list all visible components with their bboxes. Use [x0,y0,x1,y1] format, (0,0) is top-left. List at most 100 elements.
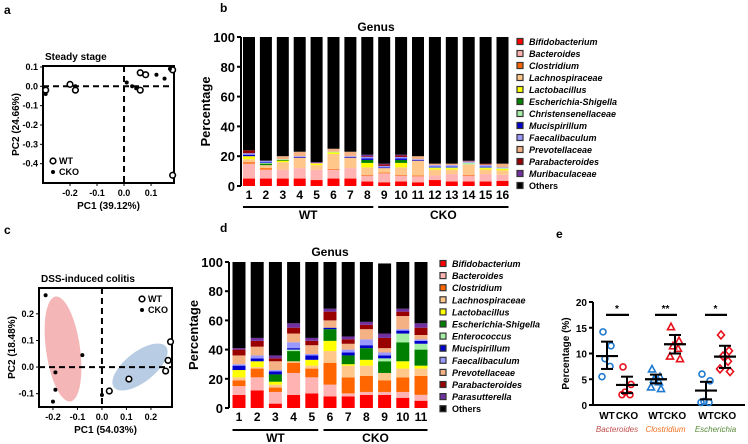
bar-segment-bifidobacterium [359,394,373,408]
bar-segment-bifidobacterium [378,394,392,408]
bar-segment-faecalibaculum [359,339,373,346]
legend-label: Lachnospiraceae [529,73,603,83]
y-tick-label: 20 [576,298,588,309]
y-tick-label: 0.1 [25,62,38,72]
x-tick-label: 6 [330,188,337,202]
bar-segment-clostridium [462,174,475,176]
bar-segment-bacteroides [378,391,392,395]
chart-title: Steady stage [45,52,107,63]
bar-segment-faecalibaculum [344,156,357,157]
bar-segment-christensenellaceae [462,162,475,165]
bar-segment-lactobacillus [232,370,246,378]
bar-segment-clostridium [361,174,374,176]
pca-plot-c [36,287,175,410]
stacked-bar-chart-b [237,36,524,208]
legend-label: Muribaculaceae [529,169,597,179]
bar-segment-lactobacillus [414,365,428,369]
bar-segment-prevotellaceae [293,151,306,157]
legend-label: Bacteroides [452,271,504,281]
bar-segment-faecalibaculum [268,370,282,372]
bar-segment-faecalibaculum [414,339,428,341]
bar-segment-lactobacillus [428,168,441,170]
bar-segment-bifidobacterium [462,181,475,186]
legend-label: CKO [148,305,168,315]
bar-segment-bacteroides [305,377,319,394]
bar-segment-parasutterella [287,323,301,328]
bar-segment-mucispirillum [445,166,458,168]
bar-segment-faecalibaculum [396,329,410,331]
bar-segment-prevotellaceae [462,161,475,163]
legend-swatch [516,73,524,82]
bar-segment-bifidobacterium [414,400,428,408]
bar-segment-mucispirillum [361,158,374,160]
bar-segment-prevotellaceae [305,345,319,354]
x-tick-label: 2 [263,188,270,202]
bar-segment-bifidobacterium [323,396,337,408]
y-tick-label: 0.2 [21,309,34,319]
bar-segment-clostridium [305,368,319,378]
data-point [618,390,626,399]
bar-segment-prevotellaceae [276,156,289,160]
bar-segment-prevotellaceae [428,163,441,166]
bar-segment-mucispirillum [287,348,301,350]
x-tick-label: 10 [396,410,410,424]
bar-segment-escherichia-shigella [414,349,428,366]
bar-segment-lachnospiraceae [323,351,337,363]
bar-segment-parabacteroides [305,340,319,346]
x-tick-label: 0.1 [120,412,133,422]
x-tick-label: 9 [381,188,388,202]
y-tick-label: 0 [581,401,587,412]
x-tick-label: 5 [313,188,320,202]
bar-segment-bacteroides [250,377,264,391]
bar-segment-lactobacillus [323,340,337,352]
data-point [715,363,725,375]
bar-segment-muribaculaceae [462,160,475,162]
panel-label: c [4,223,11,237]
bar-segment-parabacteroides [359,324,373,330]
bar-segment-lactobacillus [359,359,373,366]
bar-segment-faecalibaculum [259,160,272,163]
y-tick-label: -0.1 [22,101,38,111]
legend-wt-marker [138,295,146,303]
bar-segment-mucispirillum [259,162,272,163]
chart-title: DSS-induced colitis [41,274,135,285]
bar-segment-parasutterella [305,337,319,341]
bar-segment-prevotellaceae [327,148,340,152]
bar-segment-parabacteroides [268,358,282,362]
bar-segment-bifidobacterium [268,403,282,408]
legend-swatch [516,61,524,70]
bar-segment-escherichia-shigella [396,342,410,362]
data-point [656,383,666,393]
genus-label: Bacteroides [596,425,638,434]
bar-segment-lachnospiraceae [287,361,301,363]
legend-label: Lactobacillus [452,307,510,317]
bar-segment-parabacteroides [287,327,301,334]
legend-label: Parasutterella [452,392,512,402]
x-tick-label: 8 [363,410,370,424]
data-point [675,353,685,363]
bar-segment-bacteroides [323,384,337,397]
bar-segment-faecalibaculum [378,352,392,356]
bar-segment-bifidobacterium [293,178,306,186]
y-tick-label: -0.3 [22,139,38,149]
bar-segment-lachnospiraceae [293,157,306,169]
bar-segment-lachnospiraceae [479,169,492,175]
confidence-ellipse [44,296,82,402]
bar-segment-lactobacillus [396,361,410,369]
x-tick-label: 4 [296,188,303,202]
bar-segment-bifidobacterium [287,394,301,408]
legend-label: Lachnospiraceae [452,295,526,305]
bar-segment-prevotellaceae [496,163,509,168]
y-tick-label: 15 [576,324,588,335]
group-label: CKO [362,431,389,444]
legend-label: WT [59,156,73,166]
legend-label: Parabacteroides [452,380,522,390]
cko-point [130,84,135,89]
bar-segment-others [268,262,282,356]
chart-title: Genus [357,20,395,34]
bar-segment-faecalibaculum [395,156,408,159]
legend-swatch [516,37,524,46]
bar-segment-bacteroides [378,173,391,183]
cko-point [99,393,104,398]
